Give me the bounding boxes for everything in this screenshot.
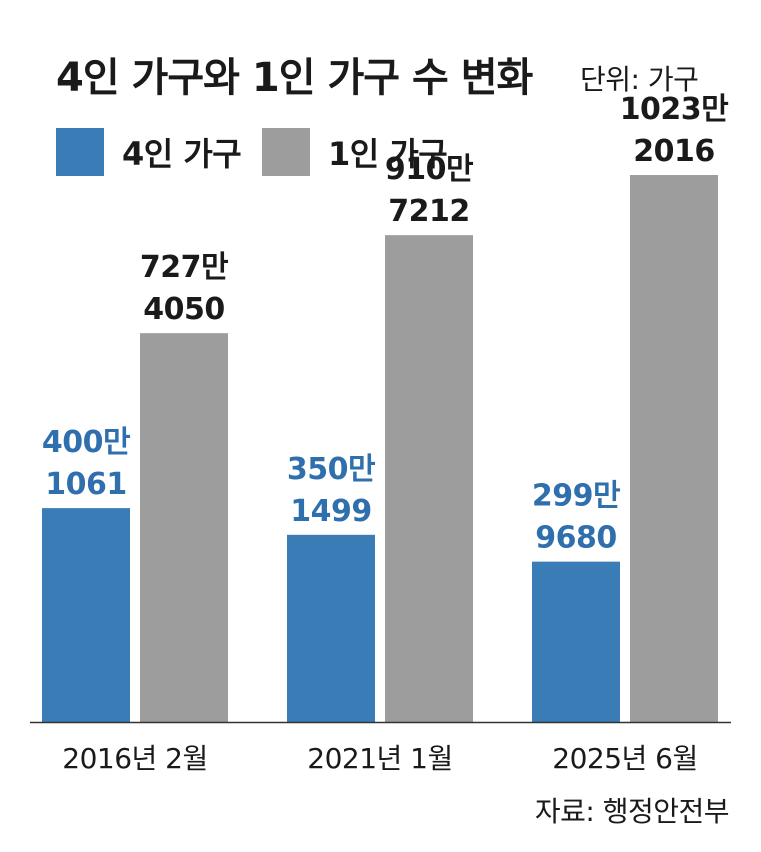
source-note: 자료: 행정안전부 [534, 795, 730, 828]
bar-four-person-2 [287, 534, 375, 722]
data-label-four-person-3-line-2: 9680 [535, 521, 617, 556]
unit-label: 단위: 가구 [580, 63, 699, 96]
legend-item-four-person: 4인 가구 [56, 128, 242, 176]
bar-one-person-3 [630, 175, 718, 722]
data-label-four-person-2-line-2: 1499 [290, 494, 372, 529]
bar-four-person-1 [42, 508, 130, 722]
data-label-one-person-3-line-1: 1023만 [620, 92, 729, 127]
legend-label-four-person: 4인 가구 [122, 135, 242, 173]
x-tick-label-2: 2021년 1월 [307, 742, 453, 775]
legend-item-one-person: 1인 가구 [262, 128, 448, 176]
bar-four-person-3 [532, 561, 620, 722]
legend-swatch-four-person [56, 128, 104, 176]
data-label-one-person-2-line-2: 7212 [388, 194, 470, 229]
bar-one-person-1 [140, 333, 228, 722]
chart-title: 4인 가구와 1인 가구 수 변화 [56, 55, 533, 101]
data-label-one-person-1-line-2: 4050 [143, 292, 225, 327]
data-label-four-person-1-line-2: 1061 [45, 467, 127, 502]
legend-label-one-person: 1인 가구 [328, 135, 448, 173]
legend-swatch-one-person [262, 128, 310, 176]
x-tick-label-3: 2025년 6월 [552, 742, 698, 775]
data-label-one-person-3-line-2: 2016 [633, 134, 715, 169]
data-label-four-person-2-line-1: 350만 [287, 452, 376, 487]
data-label-four-person-1-line-1: 400만 [42, 425, 131, 460]
x-tick-label-1: 2016년 2월 [62, 742, 208, 775]
data-label-one-person-2-line-1: 910만 [385, 152, 474, 187]
data-label-one-person-1-line-1: 727만 [140, 250, 229, 285]
data-label-four-person-3-line-1: 299만 [532, 479, 621, 514]
bar-one-person-2 [385, 235, 473, 723]
